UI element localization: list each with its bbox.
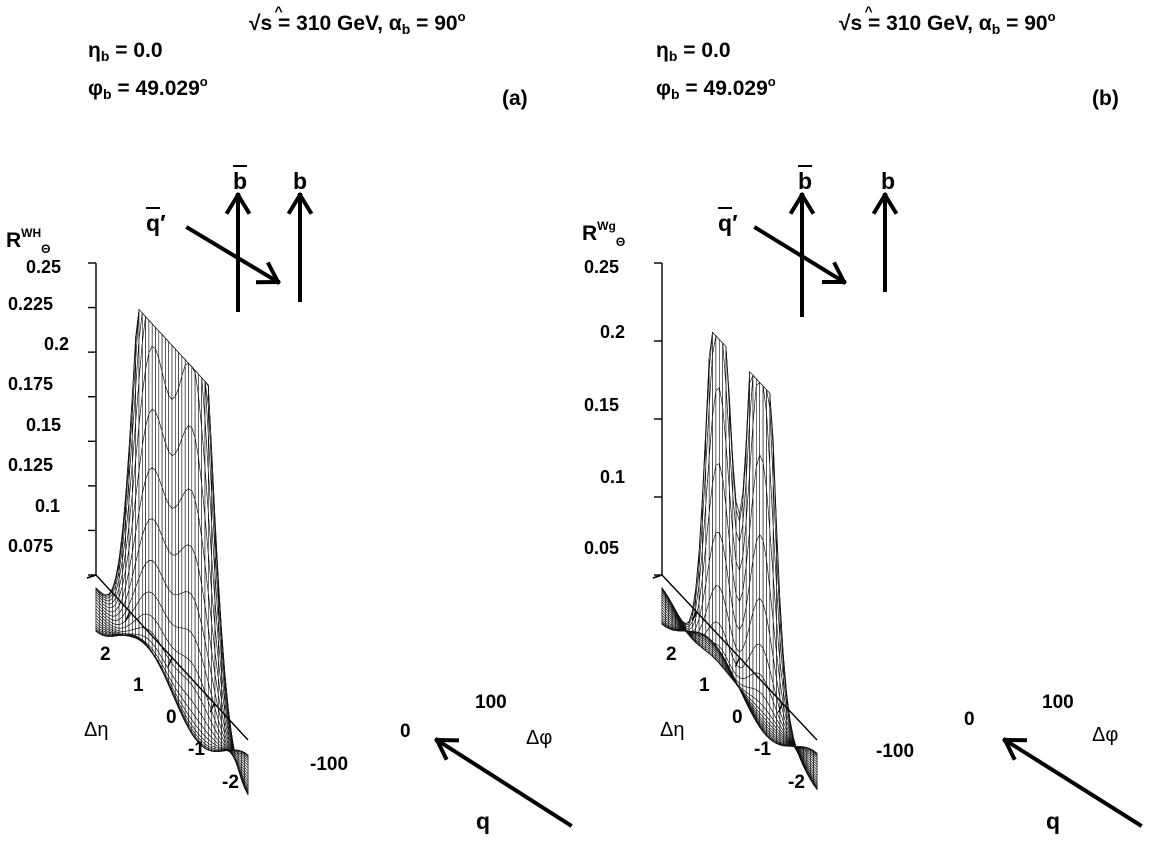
x-tick-label: 0	[400, 721, 411, 742]
z-tick-label: 0.25	[584, 257, 620, 277]
panel-label: (a)	[502, 87, 528, 110]
phi-b-label: φb = 49.029o	[656, 74, 776, 102]
y-axis-label: Δη	[660, 719, 685, 741]
axes	[86, 262, 249, 741]
surface-plot-b	[652, 192, 1143, 828]
y-tick-label: 1	[133, 675, 144, 696]
y-tick	[652, 574, 663, 579]
z-tick-label: 0.125	[8, 455, 54, 475]
x-tick-label: 0	[964, 709, 975, 730]
panel-b: √s ^ = 310 GeV, αb = 90o ηb = 0.0 φb = 49…	[580, 0, 1160, 857]
arrow-b	[286, 192, 314, 302]
x-tick-label: 100	[1042, 692, 1074, 713]
y-tick-label: -1	[754, 739, 771, 760]
parton-arrows	[753, 192, 1143, 828]
x-tick	[167, 657, 173, 667]
panel-label: (b)	[1092, 87, 1119, 110]
z-tick-label: 0.1	[600, 467, 626, 487]
z-axis-label: RWgΘ	[582, 219, 626, 249]
arrow-q	[434, 737, 573, 828]
y-tick-label: 2	[100, 644, 111, 665]
z-tick-label: 0.1	[35, 496, 61, 516]
surface-mesh	[95, 308, 249, 795]
arrow-b	[871, 192, 899, 292]
surface-plot-a	[86, 192, 573, 828]
parton-label-b: b	[293, 168, 308, 194]
arrow-q	[1002, 737, 1143, 828]
x-tick	[734, 657, 741, 667]
y-tick-label: 1	[699, 675, 710, 696]
phi-b-label: φb = 49.029o	[88, 74, 208, 102]
parton-label-qprime: q′	[146, 207, 166, 236]
x-axis-label: Δφ	[1092, 724, 1119, 746]
energy-label: √s ^ = 310 GeV, αb = 90o	[249, 3, 466, 37]
parton-label-qprime: q′	[718, 207, 738, 236]
y-axis-label: Δη	[84, 719, 109, 741]
parton-label-q: q	[476, 808, 491, 834]
eta-b-label: ηb = 0.0	[88, 39, 163, 64]
y-tick	[86, 574, 97, 579]
x-axis-label: Δφ	[526, 727, 553, 749]
eta-b-label: ηb = 0.0	[656, 39, 731, 64]
z-axis-label: RWHΘ	[6, 226, 51, 256]
z-tick-label: 0.15	[584, 395, 620, 415]
z-tick-label: 0.2	[600, 322, 626, 342]
y-tick-label: 0	[732, 707, 743, 728]
x-tick	[777, 703, 784, 713]
parton-label-b: b	[881, 168, 896, 194]
surface-mesh	[661, 331, 818, 791]
z-tick-label: 0.075	[8, 536, 54, 556]
y-tick-label: -2	[222, 772, 239, 793]
axes	[652, 262, 818, 741]
parton-label-bbar: b	[798, 165, 813, 194]
parton-label-q: q	[1046, 808, 1061, 834]
x-tick-label: 100	[475, 692, 507, 713]
arrow-qprime	[753, 225, 847, 285]
z-tick-label: 0.05	[584, 538, 620, 558]
x-tick-label: -100	[876, 741, 915, 762]
panel-a: √s ^ = 310 GeV, αb = 90o ηb = 0.0 φb = 49…	[6, 3, 573, 834]
z-tick-label: 0.2	[44, 334, 70, 354]
energy-label: √s ^ = 310 GeV, αb = 90o	[839, 3, 1056, 37]
arrow-qprime	[185, 225, 281, 285]
x-tick-label: -100	[310, 754, 349, 775]
z-tick-label: 0.15	[26, 415, 62, 435]
z-tick-label: 0.225	[8, 294, 54, 314]
y-tick-label: -2	[788, 772, 805, 793]
parton-label-bbar: b	[233, 165, 248, 194]
y-tick-label: 2	[666, 644, 677, 665]
x-tick	[209, 703, 215, 713]
z-tick-label: 0.175	[8, 374, 54, 394]
y-tick-label: 0	[166, 707, 177, 728]
x-tick	[691, 611, 698, 621]
z-tick-label: 0.25	[26, 257, 62, 277]
arrow-bbar	[224, 192, 252, 312]
x-tick	[125, 611, 131, 621]
y-tick-label: -1	[188, 739, 205, 760]
parton-arrows	[185, 192, 573, 828]
